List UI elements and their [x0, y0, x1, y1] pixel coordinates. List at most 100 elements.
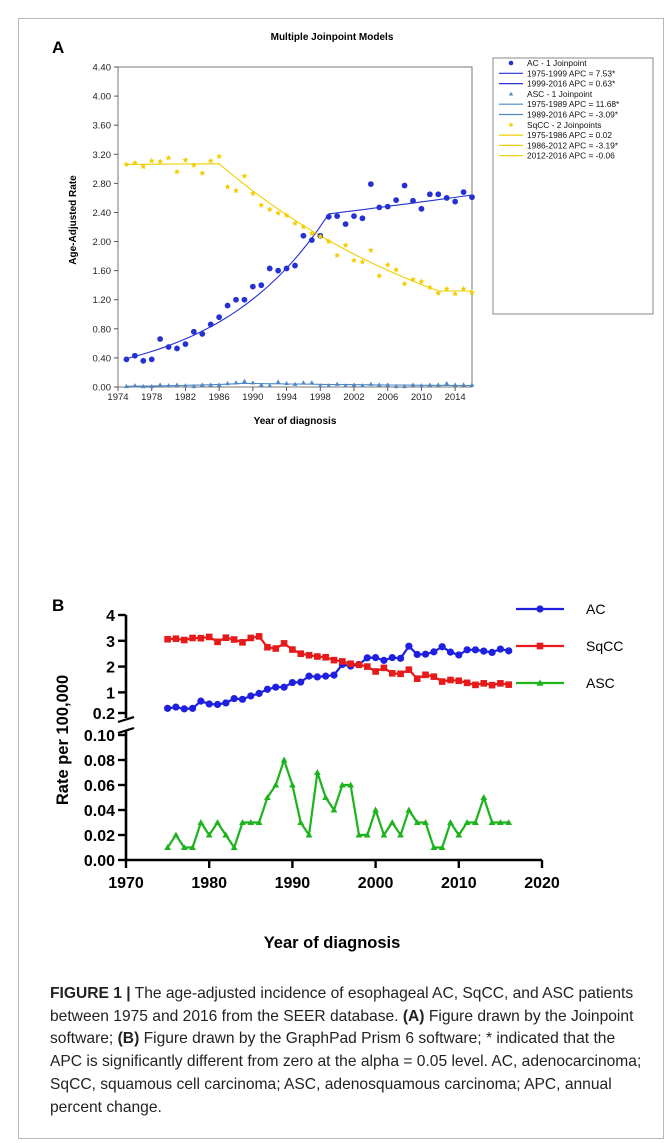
panel-b-point-asc: [330, 806, 338, 813]
panel-b-point-asc: [488, 819, 496, 826]
panel-b-point-ac: [505, 647, 513, 655]
panel-b-point-sqcc: [314, 653, 321, 660]
panel-a-point-sqcc: [275, 210, 282, 216]
panel-a-point-asc: [132, 383, 138, 388]
legend-a-entry: 1975-1989 APC = 11.68*: [527, 99, 620, 109]
panel-a-point-sqcc: [317, 233, 324, 239]
panel-a-point-asc: [208, 382, 214, 387]
panel-a-point-ac: [384, 203, 391, 210]
legend-a-entry: 1975-1999 APC = 7.53*: [527, 68, 616, 78]
panel-a-point-sqcc: [469, 289, 475, 295]
panel-b-point-ac: [188, 704, 197, 712]
panel-b-point-asc: [305, 831, 313, 838]
panel-b-point-asc: [372, 806, 379, 813]
panel-a-point-sqcc: [258, 202, 265, 208]
panel-b-point-ac: [438, 643, 446, 651]
panel-a-point-asc: [317, 383, 323, 388]
panel-b-point-ac: [255, 689, 263, 698]
panel-b-point-ac: [405, 642, 413, 650]
panel-a-point-ac: [334, 213, 341, 219]
panel-b-point-ac: [455, 651, 463, 659]
panel-b-point-asc: [255, 819, 263, 826]
panel-a-point-asc: [191, 383, 197, 389]
panel-b-point-asc: [447, 819, 454, 826]
legend-a-entry: 2012-2016 APC = -0.06: [527, 151, 615, 161]
panel-b-point-asc: [172, 831, 180, 838]
panel-b-point-sqcc: [180, 636, 188, 644]
panel-b-point-ac: [372, 653, 380, 662]
panel-a-point-ac: [401, 182, 408, 189]
panel-b-point-sqcc: [438, 678, 446, 685]
panel-b-point-ac: [471, 646, 480, 654]
panel-a-point-asc: [166, 383, 171, 388]
legend-a-entry: AC - 1 Joinpoint: [527, 58, 587, 68]
panel-a-point-ac: [325, 213, 332, 220]
panel-a-point-sqcc: [452, 290, 459, 297]
panel-a-ytick-label: 1.60: [93, 266, 112, 277]
panel-a-point-asc: [174, 382, 180, 387]
panel-a-point-asc: [343, 383, 348, 388]
panel-a-point-ac: [359, 215, 366, 222]
panel-a-point-ac: [292, 262, 298, 269]
panel-b-ytick-label: 1: [106, 685, 115, 702]
panel-b-point-sqcc: [363, 663, 371, 670]
panel-a-point-ac: [283, 265, 290, 272]
panel-b-point-asc: [388, 819, 396, 826]
panel-b-point-sqcc: [172, 635, 180, 643]
panel-a-point-sqcc: [418, 278, 425, 285]
panel-b-point-sqcc: [380, 664, 388, 672]
panel-b-point-ac: [238, 695, 247, 703]
panel-a-point-sqcc: [140, 163, 147, 170]
panel-a-point-ac: [275, 267, 282, 274]
panel-b-point-ac: [272, 683, 280, 691]
panel-a-point-asc: [309, 380, 315, 385]
panel-b-point-sqcc: [455, 677, 463, 685]
panel-b-point-sqcc: [264, 643, 271, 651]
panel-b-point-ac: [496, 645, 504, 653]
panel-b-point-ac: [396, 654, 405, 662]
panel-b-point-asc: [313, 769, 321, 776]
panel-a-ytick-label: 2.40: [93, 208, 112, 219]
panel-b-point-asc: [380, 831, 388, 838]
panel-a-point-sqcc: [283, 212, 290, 218]
panel-a-fit-line-ac: [126, 194, 473, 360]
panel-b-point-asc: [180, 844, 188, 851]
panel-b-point-ac: [222, 699, 230, 707]
panel-a-point-asc: [183, 383, 188, 388]
panel-b-ytick-label: 0.08: [84, 753, 115, 770]
panel-a-point-asc: [225, 380, 230, 386]
legend-b-marker-circle: [536, 605, 544, 613]
panel-a-point-asc: [410, 382, 416, 387]
panel-b-point-ac: [297, 678, 305, 686]
legend-a-marker-circle: [508, 60, 514, 66]
panel-b-point-sqcc: [422, 671, 429, 679]
panel-a-xtick-label: 1978: [141, 392, 162, 403]
panel-b-point-ac: [205, 700, 213, 708]
panel-a-xtick-label: 1974: [107, 392, 128, 403]
panel-a-xlabel: Year of diagnosis: [254, 416, 337, 427]
panel-b-xtick-label: 2000: [358, 875, 394, 892]
panel-a-title: Multiple Joinpoint Models: [271, 32, 394, 43]
figure-caption: FIGURE 1 | The age-adjusted incidence of…: [50, 983, 650, 1119]
panel-a-point-ac: [410, 197, 416, 204]
panel-a-point-ac: [249, 283, 256, 290]
panel-b-point-sqcc: [197, 634, 205, 642]
panel-b-point-ac: [330, 671, 338, 679]
panel-a-point-asc: [140, 383, 146, 389]
panel-b-point-ac: [463, 646, 471, 654]
panel-b-point-ac: [480, 647, 488, 655]
panel-b-point-asc: [347, 781, 355, 788]
panel-b-point-sqcc: [297, 650, 305, 657]
panel-a-point-asc: [124, 383, 129, 389]
panel-b-point-ac: [322, 672, 330, 680]
panel-a-ytick-label: 0.80: [93, 324, 112, 335]
panel-b-point-sqcc: [322, 653, 329, 661]
panel-b-label: B: [52, 596, 64, 615]
panel-a-point-asc: [368, 381, 374, 386]
legend-a-entry: SqCC - 2 Joinpoints: [527, 120, 601, 130]
panel-a-point-sqcc: [207, 157, 214, 164]
panel-a-point-asc: [233, 380, 239, 385]
panel-a-point-sqcc: [342, 242, 349, 248]
caption-text-2: Figure drawn by the Joinpoint software;: [50, 1007, 634, 1048]
panel-a-point-asc: [469, 382, 475, 387]
